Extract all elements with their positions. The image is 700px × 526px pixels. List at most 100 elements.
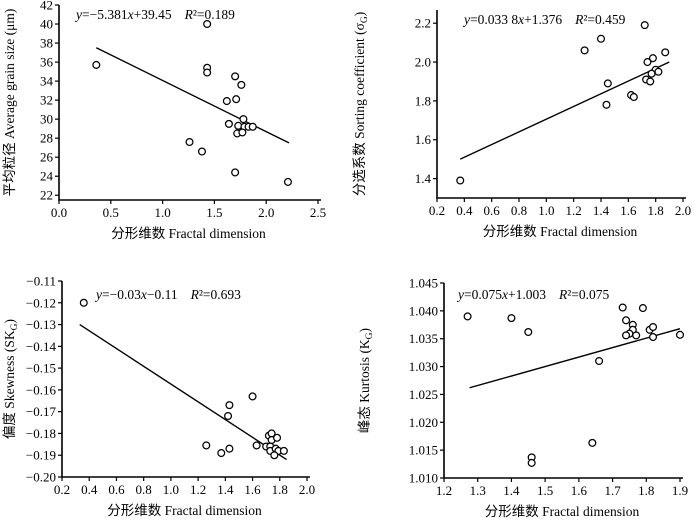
chart-panel-kurtosis: 1.010 1.015 1.020 1.025 1.030 1.035 1.040 1.045…	[350, 260, 700, 526]
y-axis-tick-label: 1.020	[409, 415, 438, 430]
chart-panel-average-grain-size: 22 24 26 28 30 32 34 36 38 40 42 0.0 0.5 1.0 1.5 2.0 2.5…	[0, 0, 350, 265]
y-axis-tick-label: 1.6	[415, 132, 432, 147]
y-axis-tick-label: 24	[40, 169, 54, 184]
data-point-circle	[524, 328, 533, 337]
data-point-circle	[595, 356, 604, 366]
y-axis-tick-label: 1.8	[415, 93, 431, 108]
x-axis-tick-label: 1.0	[154, 205, 170, 220]
x-axis-label: 分形维数 Fractal dimension	[485, 504, 640, 519]
y-axis-label: 平均粒径 Average grain size (μm)	[2, 9, 17, 197]
trend-line	[79, 323, 287, 461]
data-point-circle	[279, 446, 288, 455]
data-point-circle	[238, 128, 247, 137]
data-point-circle	[622, 316, 631, 325]
data-point-circle	[248, 392, 257, 401]
trend-line	[469, 328, 681, 389]
data-point-circle	[222, 97, 231, 106]
data-point-circle	[596, 34, 606, 43]
data-point-circle	[643, 58, 652, 67]
x-axis-tick-label: 2.5	[310, 205, 326, 220]
data-point-circle	[638, 304, 647, 313]
x-axis-tick-label: 1.4	[593, 203, 610, 218]
x-axis-label: 分形维数 Fractal dimension	[111, 226, 266, 241]
x-axis-tick-label: 0.4	[456, 203, 473, 218]
x-axis-tick-label: 1.6	[571, 483, 588, 498]
x-axis-tick-label: 0.6	[108, 482, 125, 497]
data-point-circle	[225, 444, 234, 453]
x-axis-tick-label: 1.3	[470, 483, 486, 498]
x-axis-tick-label: 2.0	[675, 203, 691, 218]
equation-label: y=0.075x+1.003 R²=0.075	[456, 287, 610, 302]
y-axis-label: 峰态 Kurtosis (KG)	[357, 328, 375, 433]
x-axis-tick-label: 1.5	[206, 205, 222, 220]
data-point-circle	[588, 438, 597, 447]
x-axis-tick-label: 1.2	[190, 482, 206, 497]
x-axis-tick-label: 1.2	[566, 203, 582, 218]
y-axis-tick-label: 2.0	[415, 55, 431, 70]
y-axis-tick-label: 22	[40, 188, 53, 203]
y-axis-tick-label: 1.035	[409, 331, 438, 346]
data-point-circle	[231, 72, 240, 81]
x-axis-tick-label: 1.9	[672, 483, 688, 498]
data-point-circle	[270, 451, 279, 460]
y-axis-tick-label: −0.19	[26, 448, 56, 463]
x-axis-tick-label: 1.8	[648, 203, 664, 218]
data-point-circle	[224, 119, 233, 128]
y-axis-tick-label: 40	[40, 17, 53, 32]
axis-spine	[58, 5, 321, 201]
data-point-circle	[248, 122, 257, 131]
x-axis-tick-label: 0.6	[484, 203, 501, 218]
y-axis-tick-label: 30	[40, 112, 53, 127]
x-axis-tick-label: 1.8	[638, 483, 654, 498]
equation-label: y=−0.03x−0.11 R²=0.693	[94, 287, 241, 302]
x-axis-label: 分形维数 Fractal dimension	[483, 224, 638, 239]
x-axis-tick-label: 1.0	[163, 482, 179, 497]
y-axis-tick-label: −0.14	[26, 339, 57, 354]
x-axis-tick-label: 1.2	[436, 483, 452, 498]
data-point-circle	[649, 333, 658, 342]
data-point-circle	[203, 19, 212, 29]
chart-panel-sorting-coefficient: 1.4 1.6 1.8 2.0 2.2 0.2 0.4 0.6 0.8 1.0 1.2 1.4 1.6 1…	[350, 0, 700, 265]
data-point-circle	[273, 433, 282, 442]
x-axis-tick-label: 1.4	[217, 482, 234, 497]
axis-spine	[436, 10, 686, 199]
y-axis-tick-label: −0.12	[26, 295, 56, 310]
data-point-circle	[225, 401, 234, 410]
y-axis-tick-label: 32	[40, 93, 53, 108]
data-point-circle	[527, 458, 536, 467]
x-axis-tick-label: 0.5	[103, 205, 119, 220]
x-axis-tick-label: 1.6	[620, 203, 637, 218]
data-point-circle	[185, 137, 194, 147]
data-point-circle	[602, 100, 611, 109]
y-axis-tick-label: 1.030	[409, 359, 438, 374]
y-axis-label: 偏度 Skewness (SKG)	[2, 319, 20, 439]
data-point-circle	[203, 68, 212, 77]
x-axis-tick-label: 0.0	[51, 205, 67, 220]
data-point-circle	[640, 21, 649, 30]
trend-line	[459, 61, 670, 160]
equation-label: y=−5.381x+39.45 R²=0.189	[74, 7, 235, 22]
x-axis-tick-label: 1.8	[272, 482, 288, 497]
y-axis-tick-label: 38	[40, 36, 53, 51]
data-point-circle	[647, 69, 656, 78]
scatter-plot-average-grain-size: 22 24 26 28 30 32 34 36 38 40 42 0.0 0.5 1.0 1.5 2.0 2.5…	[2, 0, 326, 241]
x-axis-tick-label: 2.0	[299, 482, 315, 497]
data-point-circle	[92, 60, 101, 69]
y-axis-tick-label: 34	[40, 74, 54, 89]
data-point-circle	[232, 95, 241, 104]
data-point-circle	[654, 67, 663, 76]
data-point-circle	[649, 322, 658, 332]
y-axis-tick-label: −0.20	[26, 470, 56, 485]
y-axis-tick-label: −0.15	[26, 361, 56, 376]
data-point-circle	[79, 298, 88, 307]
x-axis-tick-label: 1.5	[537, 483, 553, 498]
trend-line	[95, 47, 290, 144]
y-axis-tick-label: 1.040	[409, 303, 438, 318]
y-axis-tick-label: 36	[40, 55, 54, 70]
x-axis-tick-label: 1.7	[604, 483, 621, 498]
data-point-circle	[580, 46, 589, 55]
y-axis-tick-label: 42	[40, 0, 53, 13]
x-axis-tick-label: 1.6	[244, 482, 261, 497]
data-point-circle	[618, 303, 627, 312]
